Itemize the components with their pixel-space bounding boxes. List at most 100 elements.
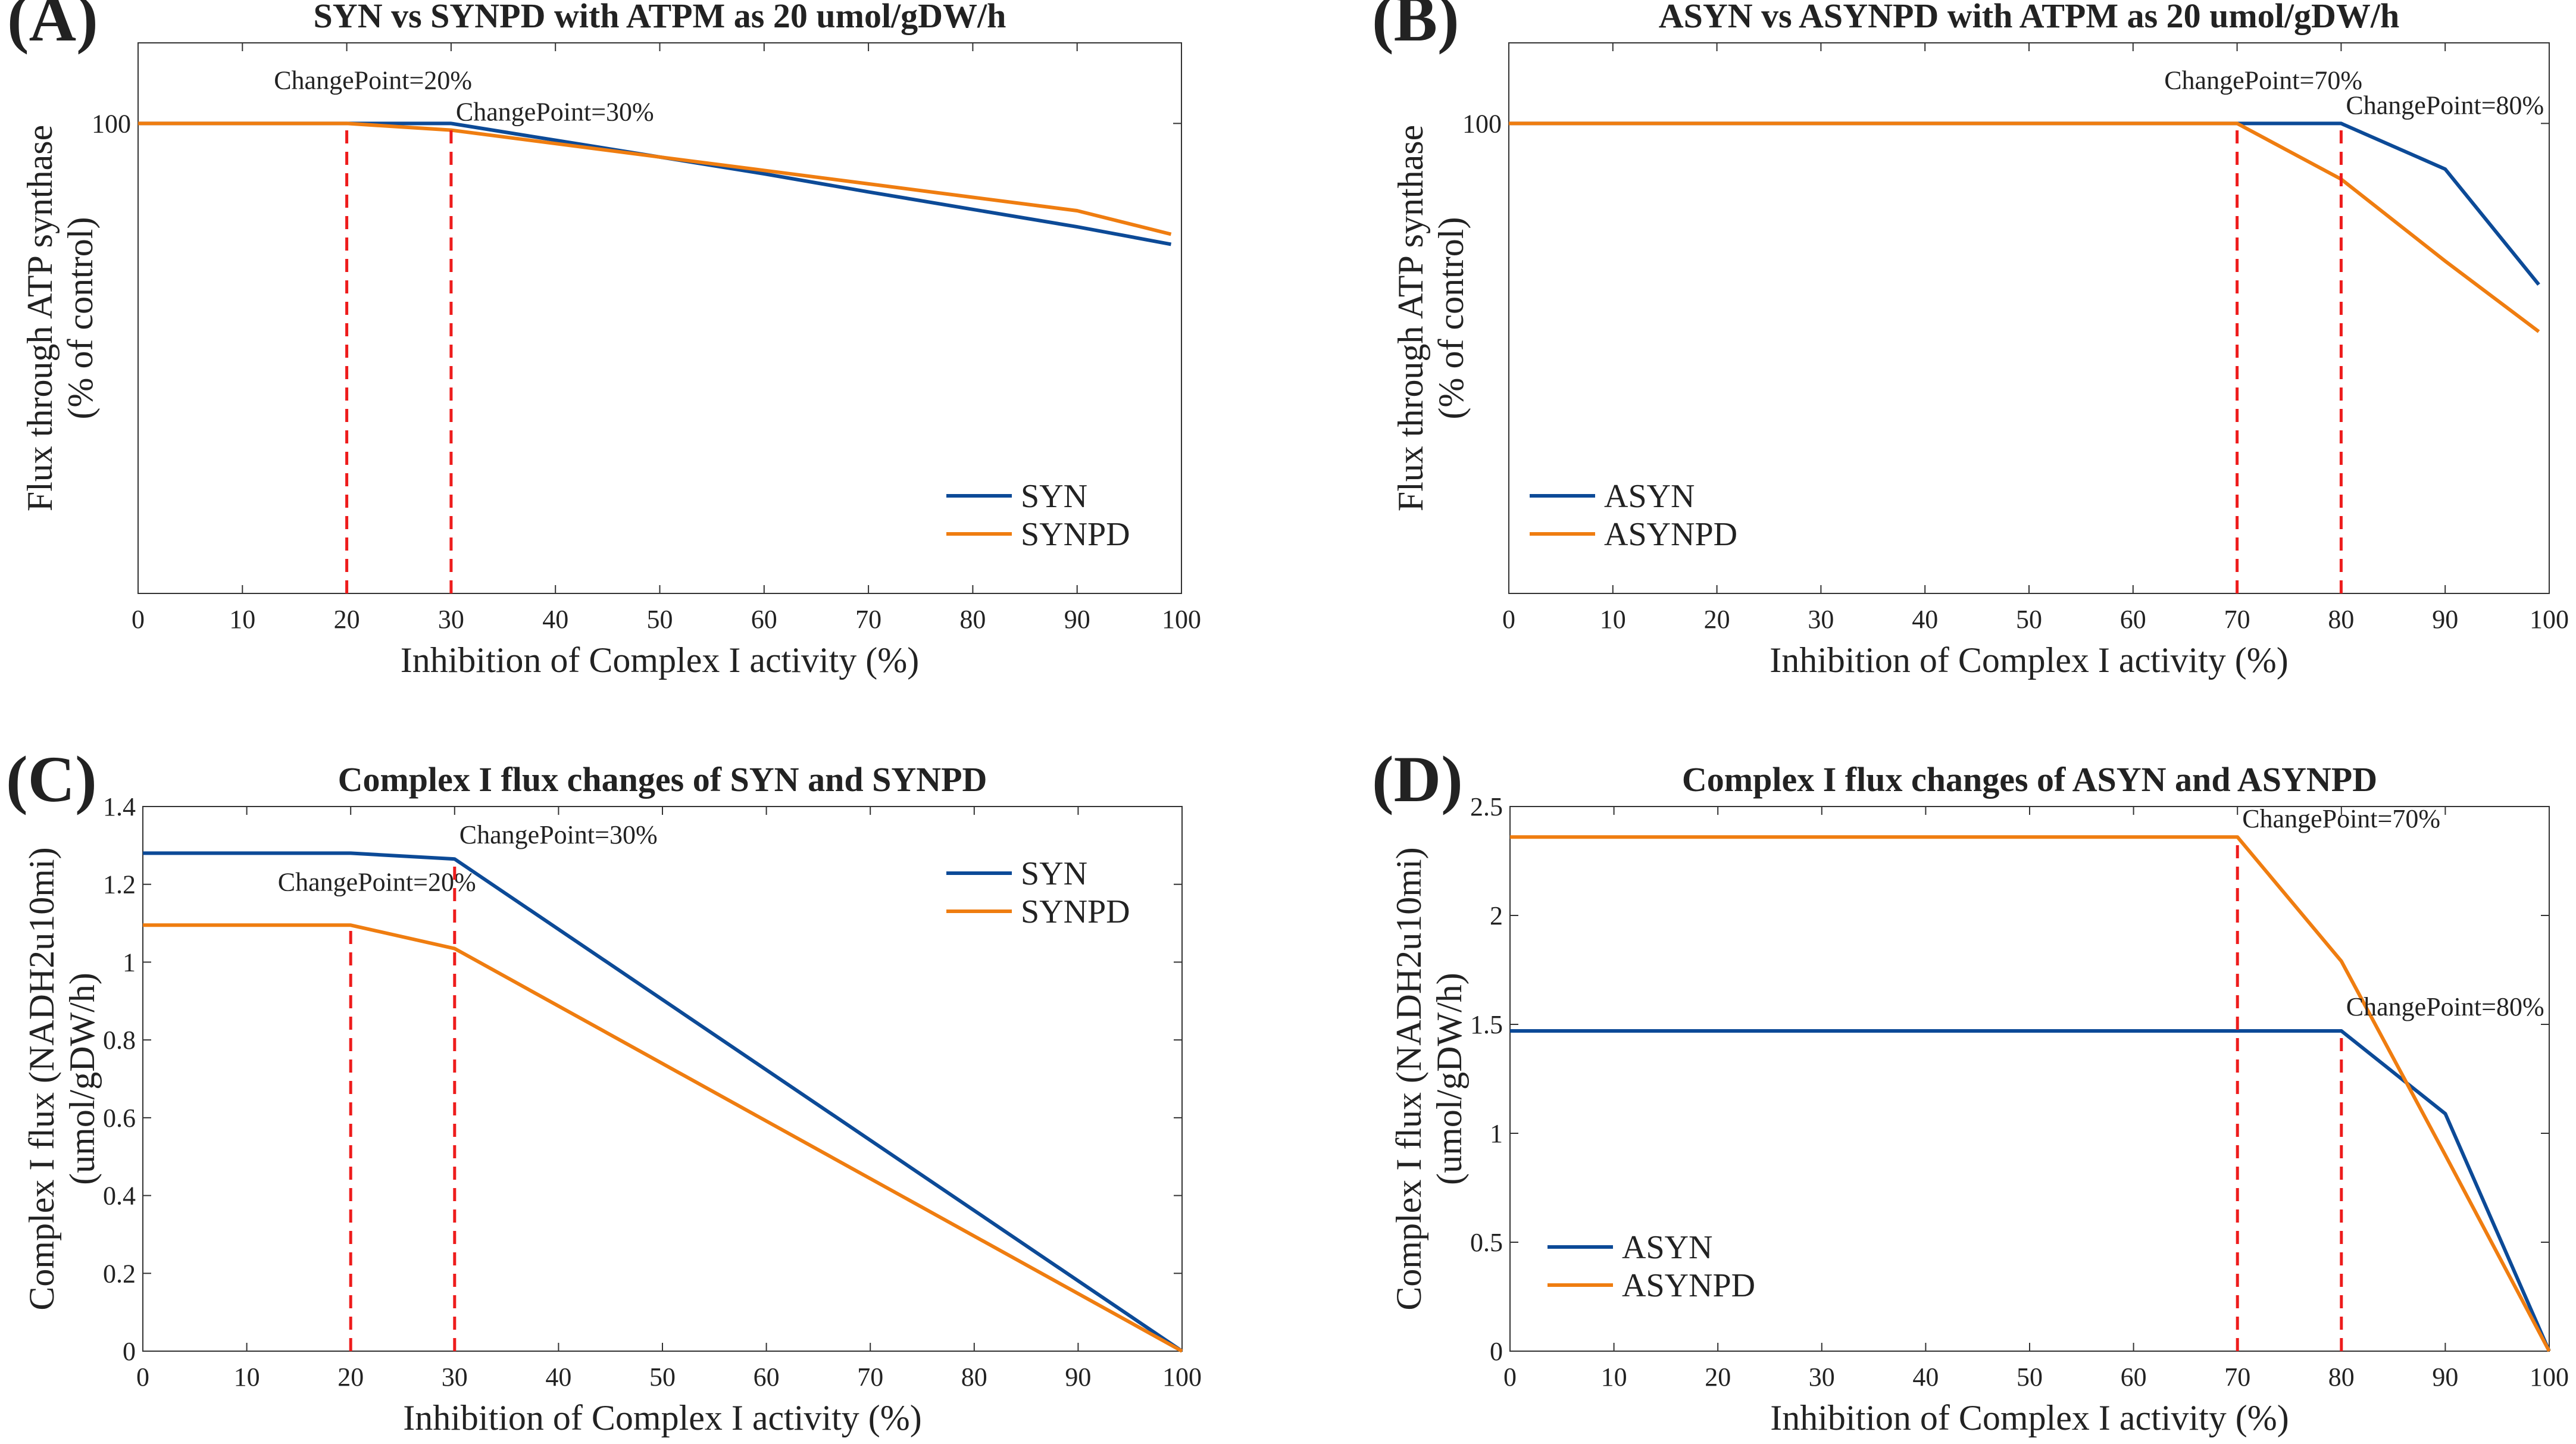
x-tick-label: 80 [961, 1362, 987, 1392]
y-axis-label: Flux through ATP synthase [1391, 125, 1430, 511]
changepoint-label: ChangePoint=20% [278, 867, 476, 896]
legend-label: SYN [1021, 855, 1087, 892]
x-tick-label: 70 [855, 605, 881, 634]
x-tick-label: 90 [2432, 1362, 2458, 1392]
chart-title: ASYN vs ASYNPD with ATPM as 20 umol/gDW/… [1659, 0, 2399, 35]
series-line-syn [143, 851, 1183, 1353]
series-line-synpd [143, 923, 1183, 1353]
x-tick-label: 10 [1601, 1362, 1627, 1392]
series-line-asyn [1510, 1029, 2551, 1352]
x-tick-label: 40 [545, 1362, 571, 1392]
changepoint-label: ChangePoint=20% [274, 65, 472, 95]
y-axis-label-units: (% of control) [1431, 217, 1471, 420]
x-axis-label: Inhibition of Complex I activity (%) [1770, 1398, 2289, 1437]
x-tick-label: 50 [649, 1362, 676, 1392]
legend-label: ASYN [1622, 1229, 1712, 1266]
x-tick-label: 60 [751, 605, 777, 634]
x-tick-label: 50 [2016, 605, 2042, 634]
changepoint-label: ChangePoint=70% [2164, 65, 2362, 95]
chart-title: Complex I flux changes of ASYN and ASYNP… [1682, 760, 2377, 799]
x-tick-label: 30 [1809, 1362, 1835, 1392]
series-line-syn [138, 121, 1172, 246]
chart-panel-c: 0 10 20 30 40 50 60 70 80 90 100 0 0.2 0.4 0.6 0.8 1 1.2 1… [6, 743, 1202, 1437]
legend-label: ASYNPD [1622, 1267, 1755, 1304]
x-tick-label: 0 [1502, 605, 1515, 634]
panel-label: (D) [1372, 743, 1463, 815]
changepoint-label: ChangePoint=80% [2346, 992, 2544, 1021]
y-tick-label: 0.2 [103, 1259, 136, 1288]
y-tick-label: 0 [123, 1337, 136, 1366]
legend-label: SYNPD [1021, 893, 1130, 930]
x-tick-label: 70 [857, 1362, 883, 1392]
x-tick-label: 10 [1600, 605, 1626, 634]
x-tick-label: 80 [2328, 1362, 2355, 1392]
y-tick-label: 1.2 [103, 870, 136, 899]
y-tick-label: 2 [1490, 901, 1503, 930]
chart-title: SYN vs SYNPD with ATPM as 20 umol/gDW/h [314, 0, 1006, 35]
y-tick-label: 1 [123, 948, 136, 977]
x-tick-label: 20 [1704, 605, 1730, 634]
y-tick-label: 100 [1462, 109, 1502, 138]
changepoint-label: ChangePoint=70% [2242, 804, 2440, 833]
series-line-asynpd [1509, 121, 2540, 333]
y-tick-label: 0.4 [103, 1182, 136, 1211]
x-tick-label: 0 [136, 1362, 149, 1392]
y-axis-label-units: (% of control) [61, 217, 100, 420]
legend-label: ASYN [1604, 478, 1695, 515]
x-tick-label: 100 [2530, 1362, 2569, 1392]
chart-panel-a: 0 10 20 30 40 50 60 70 80 90 100 100 ChangePoint=20%… [7, 0, 1201, 680]
y-tick-label: 1.4 [103, 792, 136, 821]
y-axis-label: Flux through ATP synthase [20, 125, 60, 511]
chart-title: Complex I flux changes of SYN and SYNPD [338, 760, 987, 799]
x-tick-label: 90 [1065, 1362, 1091, 1392]
x-tick-label: 30 [1808, 605, 1834, 634]
series-line-asynpd [1510, 835, 2551, 1352]
x-tick-label: 50 [647, 605, 673, 634]
y-tick-label: 0.5 [1470, 1228, 1503, 1257]
x-tick-label: 80 [2328, 605, 2354, 634]
legend-label: SYN [1021, 478, 1087, 515]
legend-label: SYNPD [1021, 516, 1130, 553]
x-tick-label: 20 [334, 605, 360, 634]
x-tick-label: 70 [2224, 1362, 2250, 1392]
y-tick-label: 1 [1490, 1119, 1503, 1148]
x-tick-label: 100 [1162, 605, 1201, 634]
x-tick-label: 40 [542, 605, 568, 634]
legend-label: ASYNPD [1604, 516, 1737, 553]
x-tick-label: 30 [438, 605, 464, 634]
y-tick-label: 0 [1490, 1337, 1503, 1366]
panel-label: (B) [1372, 0, 1459, 55]
changepoint-label: ChangePoint=30% [456, 98, 654, 127]
y-axis-label: Complex I flux (NADH2u10mi) [1389, 847, 1428, 1310]
y-tick-label: 100 [92, 109, 131, 138]
x-tick-label: 60 [754, 1362, 780, 1392]
x-tick-label: 20 [1705, 1362, 1731, 1392]
y-axis-label: Complex I flux (NADH2u10mi) [22, 847, 61, 1310]
y-tick-label: 2.5 [1470, 792, 1503, 821]
x-tick-label: 30 [442, 1362, 468, 1392]
changepoint-label: ChangePoint=30% [459, 820, 658, 849]
x-tick-label: 0 [132, 605, 145, 634]
y-axis-label-units: (umol/gDW/h) [1430, 973, 1469, 1185]
x-tick-label: 60 [2121, 1362, 2147, 1392]
x-tick-label: 90 [1064, 605, 1090, 634]
x-tick-label: 50 [2017, 1362, 2043, 1392]
changepoint-label: ChangePoint=80% [2346, 90, 2544, 120]
x-tick-label: 100 [2530, 605, 2569, 634]
y-axis-label-units: (umol/gDW/h) [62, 973, 102, 1185]
x-axis-label: Inhibition of Complex I activity (%) [401, 640, 920, 680]
panel-label: (A) [7, 0, 98, 55]
x-tick-label: 70 [2224, 605, 2250, 634]
x-tick-label: 40 [1912, 1362, 1939, 1392]
chart-panel-d: 0 10 20 30 40 50 60 70 80 90 100 0 0.5 1 1.5 2 2.5 Change… [1372, 743, 2569, 1437]
panel-label: (C) [6, 743, 97, 815]
x-tick-label: 20 [337, 1362, 364, 1392]
y-tick-label: 0.8 [103, 1026, 136, 1055]
x-tick-label: 10 [234, 1362, 260, 1392]
x-axis-label: Inhibition of Complex I activity (%) [403, 1398, 922, 1437]
chart-panel-b: 0 10 20 30 40 50 60 70 80 90 100 100 ChangePoint=70%… [1372, 0, 2569, 680]
x-tick-label: 90 [2432, 605, 2458, 634]
x-tick-label: 100 [1162, 1362, 1202, 1392]
y-tick-label: 1.5 [1470, 1010, 1503, 1039]
